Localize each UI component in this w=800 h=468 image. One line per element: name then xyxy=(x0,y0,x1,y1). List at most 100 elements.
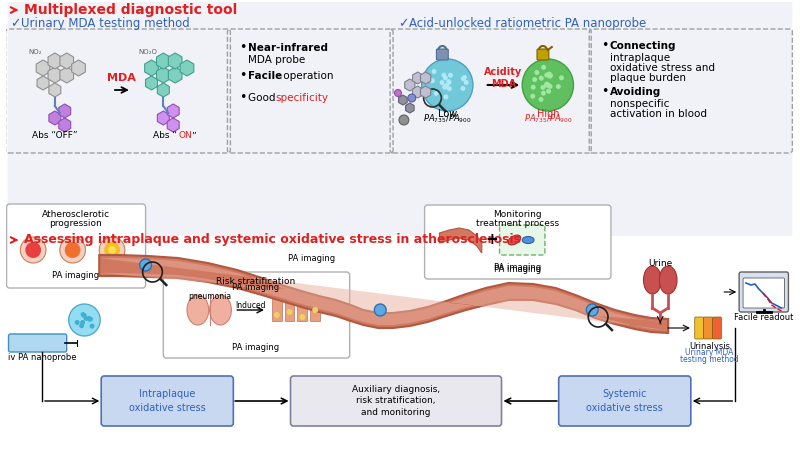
Polygon shape xyxy=(310,298,320,321)
Circle shape xyxy=(546,83,550,88)
Text: Urinary MDA testing method: Urinary MDA testing method xyxy=(22,17,190,30)
Text: $PA_{735}/PA_{900}$: $PA_{735}/PA_{900}$ xyxy=(423,112,471,125)
Polygon shape xyxy=(58,118,70,132)
Circle shape xyxy=(545,81,550,87)
Text: Facile readout: Facile readout xyxy=(734,313,794,322)
Ellipse shape xyxy=(659,266,677,294)
Polygon shape xyxy=(145,60,158,76)
Text: PA imaging: PA imaging xyxy=(494,265,541,275)
Circle shape xyxy=(448,73,453,78)
Circle shape xyxy=(544,82,549,88)
Circle shape xyxy=(541,65,546,70)
Ellipse shape xyxy=(210,295,231,325)
Circle shape xyxy=(399,115,409,125)
Text: Acidity: Acidity xyxy=(484,67,522,77)
Ellipse shape xyxy=(187,295,209,325)
Text: Avoiding: Avoiding xyxy=(610,87,662,97)
Text: Induced: Induced xyxy=(235,300,266,309)
Circle shape xyxy=(442,84,448,89)
Circle shape xyxy=(530,94,535,99)
Circle shape xyxy=(60,237,86,263)
FancyBboxPatch shape xyxy=(499,225,545,255)
FancyBboxPatch shape xyxy=(739,272,789,312)
Circle shape xyxy=(556,84,561,89)
Text: Abs “: Abs “ xyxy=(154,132,178,140)
Text: PA imaging: PA imaging xyxy=(288,254,334,263)
Text: PA imaging: PA imaging xyxy=(233,283,279,292)
Text: Monitoring: Monitoring xyxy=(493,210,542,219)
Text: ”: ” xyxy=(191,132,195,140)
Circle shape xyxy=(462,75,467,80)
Circle shape xyxy=(81,312,86,317)
Text: MDA: MDA xyxy=(107,73,136,83)
Text: Connecting: Connecting xyxy=(610,41,677,51)
Circle shape xyxy=(90,324,94,329)
Circle shape xyxy=(86,316,91,321)
Text: High: High xyxy=(537,109,559,119)
Text: intraplaque: intraplaque xyxy=(610,53,670,63)
Circle shape xyxy=(74,320,80,325)
Polygon shape xyxy=(439,228,482,253)
Text: Facile: Facile xyxy=(248,71,282,81)
Polygon shape xyxy=(167,104,179,118)
Text: PA imaging: PA imaging xyxy=(233,343,279,351)
Polygon shape xyxy=(48,53,62,69)
Text: treatment process: treatment process xyxy=(476,219,559,228)
Text: plaque burden: plaque burden xyxy=(610,73,686,83)
Polygon shape xyxy=(168,67,182,83)
Text: NO₂O: NO₂O xyxy=(138,49,157,55)
Text: Urine: Urine xyxy=(648,258,672,268)
Polygon shape xyxy=(158,83,170,97)
Text: Multiplexed diagnostic tool: Multiplexed diagnostic tool xyxy=(24,3,238,17)
Circle shape xyxy=(522,59,574,111)
Text: •: • xyxy=(601,86,609,98)
Text: Abs “OFF”: Abs “OFF” xyxy=(32,132,78,140)
Polygon shape xyxy=(406,103,414,113)
Circle shape xyxy=(408,94,416,102)
FancyBboxPatch shape xyxy=(558,376,691,426)
Circle shape xyxy=(274,312,280,318)
Text: Urinalysis: Urinalysis xyxy=(689,342,730,351)
FancyBboxPatch shape xyxy=(425,205,611,279)
Circle shape xyxy=(534,70,539,75)
Circle shape xyxy=(547,73,552,79)
Circle shape xyxy=(443,95,449,99)
Text: Acid-unlocked ratiometric PA nanoprobe: Acid-unlocked ratiometric PA nanoprobe xyxy=(409,17,646,30)
Text: •: • xyxy=(239,70,246,82)
Circle shape xyxy=(69,304,100,336)
Circle shape xyxy=(312,307,318,313)
Circle shape xyxy=(439,80,445,85)
Text: Intraplaque
oxidative stress: Intraplaque oxidative stress xyxy=(129,389,206,413)
Text: nonspecific: nonspecific xyxy=(610,99,670,109)
Text: Atherosclerotic: Atherosclerotic xyxy=(42,210,110,219)
Text: activation in blood: activation in blood xyxy=(610,109,707,119)
FancyBboxPatch shape xyxy=(7,2,792,236)
Polygon shape xyxy=(49,111,61,125)
Ellipse shape xyxy=(522,236,534,243)
Circle shape xyxy=(104,242,120,258)
Polygon shape xyxy=(167,118,179,132)
Circle shape xyxy=(539,76,544,80)
Polygon shape xyxy=(158,111,170,125)
Polygon shape xyxy=(272,298,282,321)
Circle shape xyxy=(544,73,549,78)
Polygon shape xyxy=(146,76,158,90)
Text: pneumonia: pneumonia xyxy=(188,292,231,301)
Text: Near-infrared: Near-infrared xyxy=(248,43,328,53)
Text: operation: operation xyxy=(280,71,333,81)
FancyBboxPatch shape xyxy=(743,278,785,308)
Polygon shape xyxy=(48,67,62,83)
Text: Low: Low xyxy=(438,109,457,119)
Circle shape xyxy=(541,85,546,90)
Text: testing method: testing method xyxy=(680,355,739,364)
Text: MDA probe: MDA probe xyxy=(248,55,306,65)
Circle shape xyxy=(442,73,446,78)
Circle shape xyxy=(431,69,437,74)
Circle shape xyxy=(82,313,86,318)
Polygon shape xyxy=(49,83,61,97)
Circle shape xyxy=(99,237,125,263)
Text: progression: progression xyxy=(50,219,102,228)
Text: oxidative stress and: oxidative stress and xyxy=(610,63,715,73)
Circle shape xyxy=(442,85,447,90)
Circle shape xyxy=(430,78,435,83)
